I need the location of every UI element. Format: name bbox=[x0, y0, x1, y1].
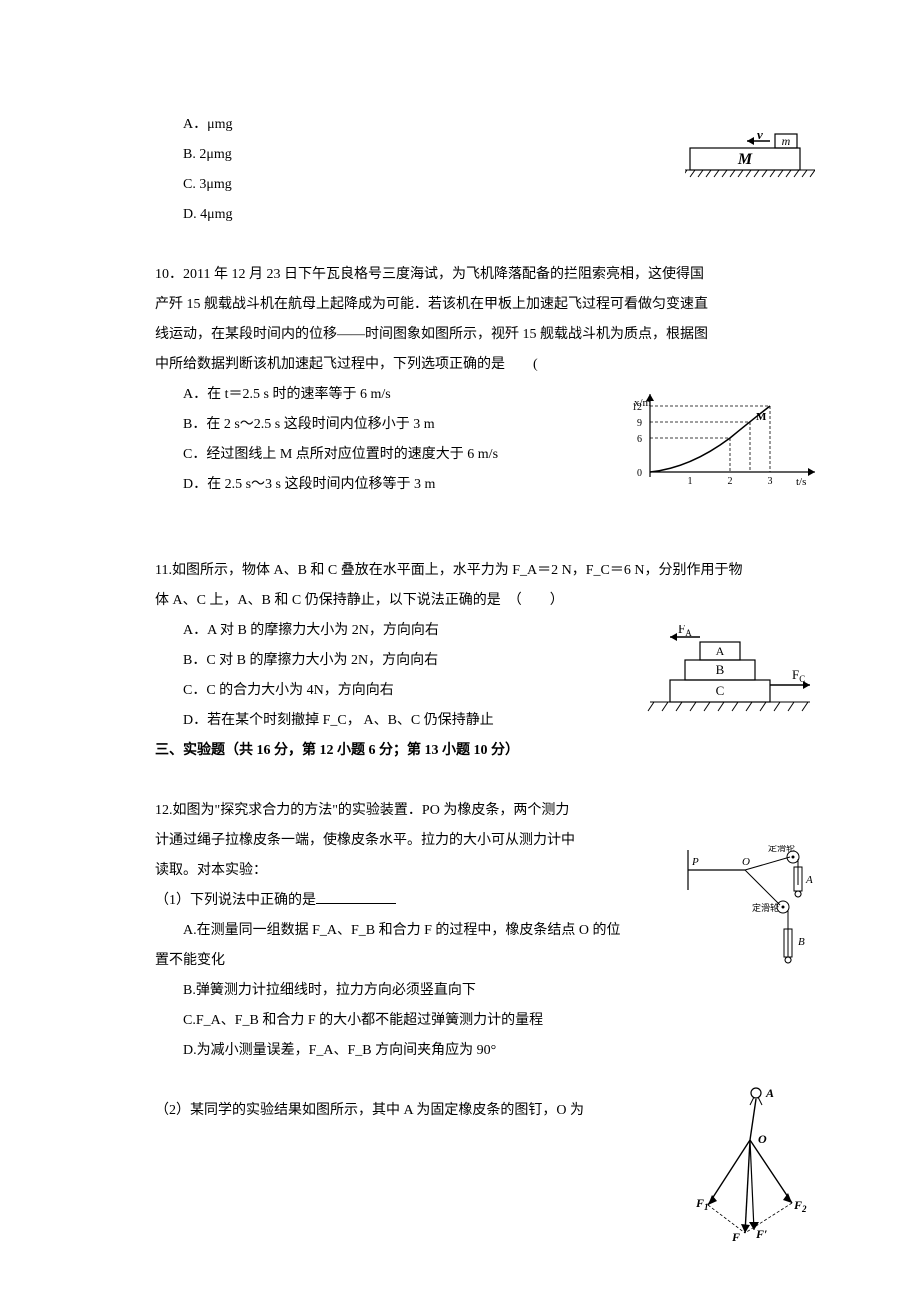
q11-option-a: A．A 对 B 的摩擦力大小为 2N，方向向右 bbox=[155, 616, 615, 646]
q12-label-pulley2: 定滑轮 bbox=[752, 902, 779, 913]
section3-heading: 三、实验题（共 16 分，第 12 小题 6 分；第 13 小题 10 分） bbox=[155, 736, 780, 766]
q11-figure: C B A FA FC bbox=[640, 625, 820, 715]
q12-blank bbox=[316, 889, 396, 904]
q10-stem-line1: 10．2011 年 12 月 23 日下午瓦良格号三度海试，为飞机降落配备的拦阻… bbox=[155, 260, 780, 290]
q10-chart: x/m t/s 0 6 9 12 1 2 3 M bbox=[620, 392, 820, 487]
q12v-label-O: O bbox=[758, 1132, 767, 1146]
q11-stem1-text: 如图所示，物体 A、B 和 C 叠放在水平面上，水平力为 F_A＝2 N，F_C… bbox=[172, 563, 743, 578]
q12-label-P: P bbox=[691, 856, 699, 868]
q12-part2: （2）某同学的实验结果如图所示，其中 A 为固定橡皮条的图钉，O 为 bbox=[155, 1096, 780, 1126]
q10-stem-line4: 中所给数据判断该机加速起飞过程中，下列选项正确的是 ( bbox=[155, 350, 780, 380]
fig-q9-label-v: v bbox=[757, 130, 763, 142]
q10-ytick-0: 0 bbox=[637, 468, 642, 479]
q10-number: 10． bbox=[155, 267, 183, 282]
q10-xtick-1: 1 bbox=[688, 476, 693, 487]
q11-label-FA: FA bbox=[678, 625, 692, 638]
q11-stem-line1: 11.如图所示，物体 A、B 和 C 叠放在水平面上，水平力为 F_A＝2 N，… bbox=[155, 556, 780, 586]
q12-stem-line1: 12.如图为"探究求合力的方法"的实验装置．PO 为橡皮条，两个测力 bbox=[155, 796, 780, 826]
q10-xtick-3: 3 bbox=[768, 476, 773, 487]
q12-part1-label: （1）下列说法中正确的是 bbox=[155, 893, 316, 908]
q10-stem-line2: 产歼 15 舰载战斗机在航母上起降成为可能．若该机在甲板上加速起飞过程可看做匀变… bbox=[155, 290, 780, 320]
q12-figure-pulleys: P O 定滑轮 A 定滑轮 B bbox=[680, 845, 815, 975]
q10-stem-line3: 线运动，在某段时间内的位移——时间图象如图所示，视歼 15 舰载战斗机为质点，根… bbox=[155, 320, 780, 350]
q12v-label-F1: F1 bbox=[695, 1196, 709, 1212]
q11-stem-line2: 体 A、C 上，A、B 和 C 仍保持静止，以下说法正确的是 （ ） bbox=[155, 586, 615, 616]
q10-ytick-12: 12 bbox=[632, 402, 642, 413]
q12v-label-F2: F2 bbox=[793, 1198, 807, 1214]
q10-ytick-9: 9 bbox=[637, 418, 642, 429]
q11-option-b: B．C 对 B 的摩擦力大小为 2N，方向向右 bbox=[155, 646, 615, 676]
q12v-label-F: F bbox=[731, 1230, 740, 1244]
q12-stem1-text: 如图为"探究求合力的方法"的实验装置．PO 为橡皮条，两个测力 bbox=[173, 803, 570, 818]
q10-ytick-6: 6 bbox=[637, 434, 642, 445]
q11-option-d: D．若在某个时刻撤掉 F_C， A、B、C 仍保持静止 bbox=[155, 706, 615, 736]
q12-label-B: B bbox=[798, 936, 805, 948]
fig-q9-label-M: M bbox=[737, 151, 753, 168]
q12-label-O: O bbox=[742, 856, 750, 868]
q12v-label-A: A bbox=[765, 1086, 774, 1100]
q12-option-b: B.弹簧测力计拉细线时，拉力方向必须竖直向下 bbox=[155, 976, 780, 1006]
q12-option-d: D.为减小测量误差，F_A、F_B 方向间夹角应为 90° bbox=[155, 1036, 780, 1066]
q12v-label-Fp: F′ bbox=[755, 1227, 767, 1241]
q12-label-pulley1: 定滑轮 bbox=[768, 845, 795, 853]
q11-label-A: A bbox=[716, 644, 725, 658]
fig-q9-label-m: m bbox=[782, 134, 791, 148]
q9-figure: M m v bbox=[685, 130, 815, 180]
q9-option-d: D. 4μmg bbox=[155, 200, 780, 230]
q11-label-C: C bbox=[716, 683, 725, 698]
q10-stem1-text: 2011 年 12 月 23 日下午瓦良格号三度海试，为飞机降落配备的拦阻索亮相… bbox=[183, 267, 704, 282]
q11-label-B: B bbox=[716, 662, 725, 677]
q11-label-FC: FC bbox=[792, 667, 805, 684]
q11-number: 11. bbox=[155, 563, 172, 578]
q10-xtick-2: 2 bbox=[728, 476, 733, 487]
q11-option-c: C．C 的合力大小为 4N，方向向右 bbox=[155, 676, 615, 706]
q12-figure-vectors: A O F1 F2 F F′ bbox=[690, 1085, 810, 1245]
q12-option-c: C.F_A、F_B 和合力 F 的大小都不能超过弹簧测力计的量程 bbox=[155, 1006, 780, 1036]
q12-label-A: A bbox=[805, 874, 813, 886]
q10-xlabel: t/s bbox=[796, 476, 806, 487]
q10-point-M: M bbox=[756, 411, 767, 423]
q12-number: 12. bbox=[155, 803, 173, 818]
